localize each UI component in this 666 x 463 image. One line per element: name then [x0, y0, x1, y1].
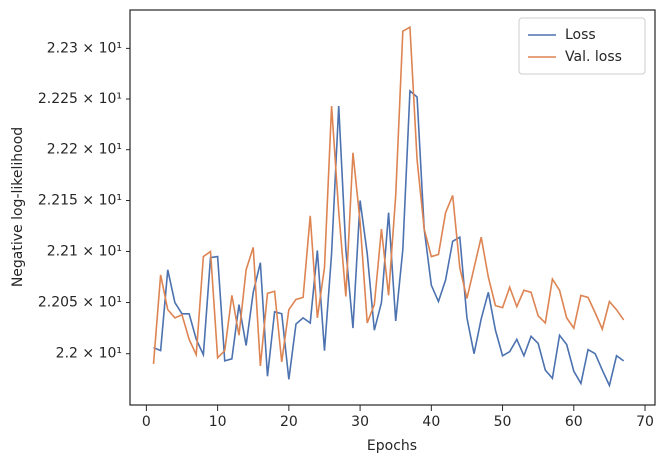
legend-box [518, 17, 646, 75]
y-tick-label: 2.2 × 10¹ [56, 346, 122, 362]
plot-frame [129, 9, 656, 406]
y-tick-label: 2.215 × 10¹ [38, 193, 122, 209]
legend-label: Val. loss [565, 49, 622, 65]
x-tick-label: 70 [636, 414, 654, 430]
y-tick-label: 2.205 × 10¹ [38, 295, 122, 311]
x-axis-label: Epochs [367, 438, 417, 454]
y-tick-label: 2.22 × 10¹ [47, 142, 122, 158]
x-tick-label: 0 [142, 414, 151, 430]
x-tick-label: 60 [565, 414, 583, 430]
series-line [153, 89, 625, 388]
y-tick-label: 2.23 × 10¹ [47, 40, 122, 56]
x-tick-label: 50 [494, 414, 512, 430]
y-axis-label: Negative log-likelihood [10, 127, 26, 287]
series-line [152, 25, 625, 367]
x-tick-label: 40 [422, 414, 440, 430]
legend-label: Loss [565, 27, 596, 43]
x-tick-label: 30 [351, 414, 369, 430]
x-tick-label: 20 [280, 414, 298, 430]
y-tick-label: 2.21 × 10¹ [47, 243, 122, 259]
x-tick-label: 10 [209, 414, 227, 430]
y-tick-label: 2.225 × 10¹ [38, 91, 122, 107]
